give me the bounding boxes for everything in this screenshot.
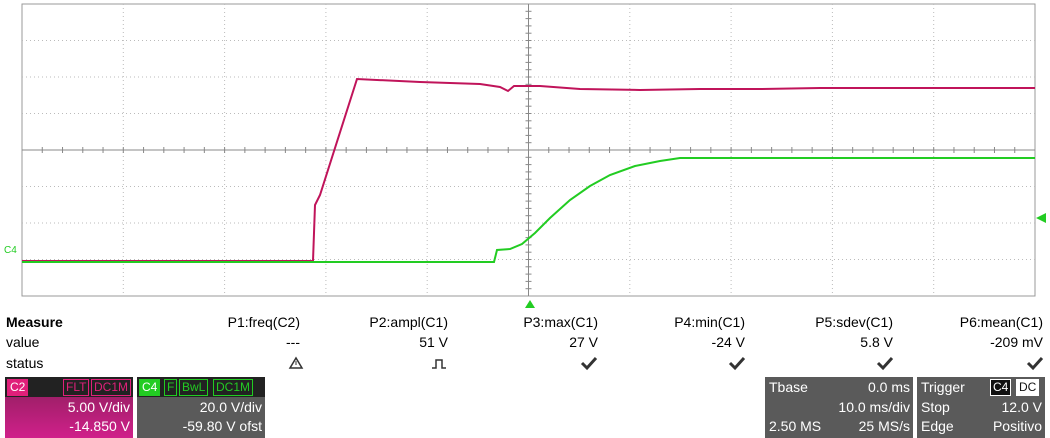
check-icon — [728, 356, 746, 371]
channel-offset: -59.80 V ofst — [182, 418, 262, 434]
measure-param: P2:ampl(C1) — [369, 314, 448, 330]
measure-param: P6:mean(C1) — [959, 314, 1043, 330]
trigger-mode: Stop — [921, 399, 950, 415]
graticule-area: C4 — [4, 3, 1046, 308]
pulse-icon — [432, 359, 446, 369]
channel-tag: DC1M — [213, 379, 254, 396]
measure-param: P1:freq(C2) — [227, 314, 300, 330]
graticule — [21, 3, 1036, 297]
trigger-tag: DC — [1016, 379, 1040, 396]
channel-offset: -14.850 V — [69, 418, 130, 434]
trigger-box[interactable]: Trigger C4 DC Stop 12.0 V Edge Positivo — [917, 377, 1045, 438]
measure-param: P4:min(C1) — [674, 314, 745, 330]
trigger-level-arrow — [1036, 213, 1046, 223]
trigger-type: Edge — [921, 418, 954, 434]
measure-value: 27 V — [569, 334, 598, 350]
timebase-samples: 2.50 MS — [769, 418, 822, 434]
timebase-delay: 0.0 ms — [867, 379, 910, 395]
check-icon — [876, 356, 894, 371]
timebase-title: Tbase — [769, 379, 808, 395]
trigger-position-arrow — [525, 300, 535, 308]
status-label: status — [6, 355, 44, 371]
measure-value: 5.8 V — [860, 334, 893, 350]
measure-value: -24 V — [711, 334, 745, 350]
measure-value: 51 V — [419, 334, 448, 350]
timebase-scale: 10.0 ms/div — [838, 399, 910, 415]
channel-marker: C4 — [4, 245, 17, 256]
channel-tag: BwL — [179, 379, 209, 396]
trace-c2 — [22, 77, 1035, 262]
trigger-level: 12.0 V — [1001, 399, 1042, 415]
timebase-box[interactable]: Tbase 0.0 ms 10.0 ms/div 2.50 MS 25 MS/s — [765, 377, 913, 438]
check-icon — [580, 356, 598, 371]
channel-scale: 20.0 V/div — [199, 399, 262, 415]
trigger-title: Trigger — [921, 379, 965, 395]
measure-value: --- — [286, 334, 300, 350]
channel-tag: FLT — [63, 379, 90, 396]
channel-c4-box[interactable]: C4 F BwL DC1M 20.0 V/div -59.80 V ofst — [137, 377, 265, 438]
measure-param: P5:sdev(C1) — [815, 314, 893, 330]
trigger-slope: Positivo — [992, 418, 1042, 434]
value-label: value — [6, 334, 40, 350]
channel-scale: 5.00 V/div — [67, 399, 130, 415]
channel-c2-box[interactable]: C2 FLT DC1M 5.00 V/div -14.850 V — [5, 377, 133, 438]
measure-value: -209 mV — [990, 334, 1043, 350]
timebase-rate: 25 MS/s — [858, 418, 910, 434]
measure-title: Measure — [6, 314, 63, 330]
channel-tag: DC1M — [91, 379, 132, 396]
channel-name: C2 — [7, 379, 29, 396]
measure-param: P3:max(C1) — [523, 314, 598, 330]
trigger-tag: C4 — [990, 379, 1012, 396]
channel-name: C4 — [139, 379, 161, 396]
channel-tag: F — [164, 379, 178, 396]
check-icon — [1026, 356, 1044, 371]
status-icons — [288, 356, 1044, 371]
trace-c4 — [22, 157, 1035, 263]
warning-icon — [288, 356, 304, 369]
